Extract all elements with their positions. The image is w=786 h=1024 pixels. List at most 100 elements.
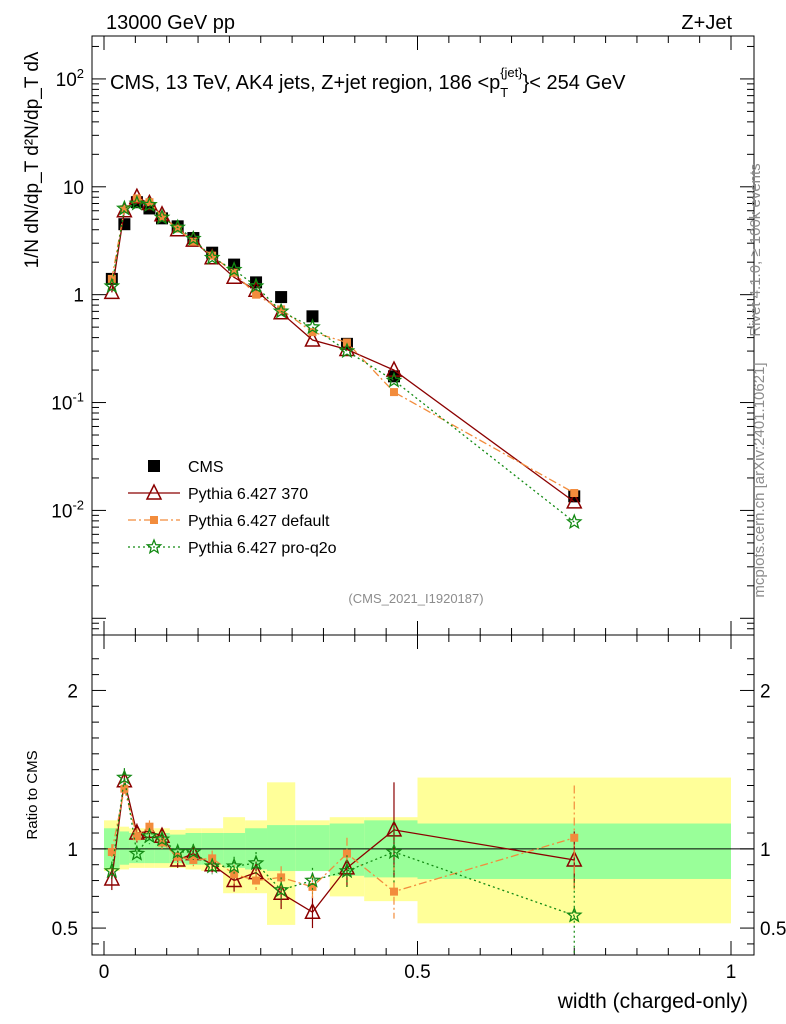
data-point bbox=[145, 198, 154, 207]
data-point bbox=[385, 371, 403, 388]
series-pythia-6-427-default bbox=[107, 194, 579, 498]
ratio-point bbox=[230, 870, 239, 879]
data-point bbox=[304, 318, 321, 335]
ratio-frame bbox=[91, 634, 755, 956]
ratio-point bbox=[389, 887, 398, 896]
data-point bbox=[338, 342, 356, 359]
x-tick-label: 1 bbox=[726, 962, 737, 983]
ratio-band-inner bbox=[223, 833, 246, 868]
ratio-point bbox=[225, 857, 243, 874]
data-point bbox=[169, 218, 186, 235]
legend-marker bbox=[150, 516, 158, 524]
data-point bbox=[277, 305, 286, 314]
series-pythia-6-427-pro-q2o bbox=[103, 194, 583, 530]
ratio-band-inner bbox=[295, 825, 330, 872]
x-axis-title: width (charged-only) bbox=[557, 990, 748, 1013]
ratio-point bbox=[132, 832, 141, 841]
y-tick-label-ratio-left: 0.5 bbox=[52, 919, 78, 940]
ratio-point bbox=[103, 862, 121, 879]
ratio-point bbox=[120, 784, 129, 793]
data-point bbox=[203, 248, 221, 265]
legend-marker bbox=[145, 483, 163, 500]
ratio-point bbox=[338, 862, 356, 879]
ratio-point bbox=[169, 843, 186, 860]
legend-label: Pythia 6.427 pro-q2o bbox=[188, 540, 337, 557]
data-point bbox=[306, 310, 319, 323]
data-point bbox=[118, 218, 131, 231]
ratio-point bbox=[304, 902, 321, 919]
data-point bbox=[275, 291, 288, 304]
ratio-point bbox=[225, 870, 243, 888]
data-point bbox=[566, 492, 583, 509]
legend-label: Pythia 6.427 370 bbox=[188, 486, 308, 503]
data-point bbox=[272, 302, 290, 319]
data-point bbox=[570, 489, 579, 498]
legend-label: CMS bbox=[188, 459, 224, 476]
data-point bbox=[141, 196, 158, 212]
plot-title-sub: T bbox=[500, 85, 508, 100]
ratio-point bbox=[141, 827, 158, 844]
ratio-plot: 0 0.5 1 0.5 0.5 1 1 2 2 bbox=[52, 635, 786, 983]
legend-label: Pythia 6.427 default bbox=[188, 513, 330, 530]
x-tick-label: 0 bbox=[99, 962, 110, 983]
rivet-label: Rivet 4.1.0, ≥ 100k events bbox=[747, 163, 764, 336]
header-left: 13000 GeV pp bbox=[106, 12, 235, 34]
ratio-point bbox=[128, 844, 146, 861]
header-right: Z+Jet bbox=[681, 12, 732, 34]
ratio-point bbox=[565, 906, 583, 923]
ratio-band-inner bbox=[267, 825, 296, 872]
ratio-point bbox=[145, 822, 154, 831]
data-point bbox=[247, 277, 265, 294]
ratio-point bbox=[107, 848, 116, 857]
data-point bbox=[153, 208, 171, 225]
y-axis-ratio-title: Ratio to CMS bbox=[24, 750, 41, 839]
data-point bbox=[132, 194, 141, 203]
y-tick-label-main: 10-1 bbox=[51, 390, 84, 415]
legend-marker bbox=[148, 460, 160, 472]
y-tick-label-ratio-right: 2 bbox=[760, 681, 771, 702]
data-point bbox=[252, 290, 261, 299]
ratio-point bbox=[385, 843, 403, 860]
data-point bbox=[173, 224, 182, 233]
y-tick-label-main: 1 bbox=[73, 286, 84, 307]
main-plot: 10-2 10-1 1 10 102 bbox=[51, 36, 754, 636]
data-point bbox=[128, 194, 146, 211]
data-point bbox=[385, 360, 403, 377]
ratio-point bbox=[304, 871, 321, 888]
plot-title-sup: {jet} bbox=[500, 65, 523, 80]
mcplots-label: mcplots.cern.ch [arXiv:2401.10621] bbox=[751, 362, 768, 597]
ratio-line bbox=[111, 788, 575, 893]
y-axis-main-title: 1/N dN/dp_T d²N/dp_T dλ bbox=[22, 51, 43, 268]
ratio-point bbox=[103, 869, 121, 886]
ratio-point bbox=[272, 881, 290, 898]
data-point bbox=[208, 251, 217, 260]
data-point bbox=[304, 330, 321, 347]
analysis-id: (CMS_2021_I1920187) bbox=[348, 591, 483, 606]
legend: CMS Pythia 6.427 370 Pythia 6.427 default P… bbox=[128, 459, 337, 557]
ratio-point bbox=[570, 833, 579, 842]
y-tick-label-ratio-left: 2 bbox=[67, 681, 78, 702]
data-point bbox=[565, 513, 583, 530]
ratio-band-inner bbox=[119, 831, 130, 865]
data-point bbox=[225, 261, 243, 277]
ratio-point bbox=[185, 843, 202, 860]
series-line bbox=[111, 202, 575, 523]
data-point bbox=[308, 328, 317, 337]
data-point bbox=[389, 388, 398, 397]
ratio-point bbox=[203, 857, 221, 874]
ratio-line bbox=[111, 777, 575, 917]
y-tick-label-main: 10-2 bbox=[51, 497, 84, 522]
data-point bbox=[103, 277, 121, 294]
legend-marker bbox=[145, 538, 163, 555]
data-point bbox=[116, 199, 133, 216]
plot-title-end: }< 254 GeV bbox=[523, 72, 627, 94]
y-axis-main-text: 1/N dN/dp_T d²N/dp_T dλ bbox=[22, 51, 43, 268]
ratio-point bbox=[153, 830, 171, 847]
ratio-point bbox=[308, 882, 317, 891]
plot-title: CMS, 13 TeV, AK4 jets, Z+jet region, 186… bbox=[110, 65, 626, 100]
data-point bbox=[185, 229, 202, 246]
plot-title-main: CMS, 13 TeV, AK4 jets, Z+jet region, 186… bbox=[110, 72, 500, 94]
ratio-point bbox=[342, 849, 351, 858]
y-tick-label-ratio-right: 1 bbox=[760, 840, 771, 861]
ratio-point bbox=[247, 854, 265, 871]
